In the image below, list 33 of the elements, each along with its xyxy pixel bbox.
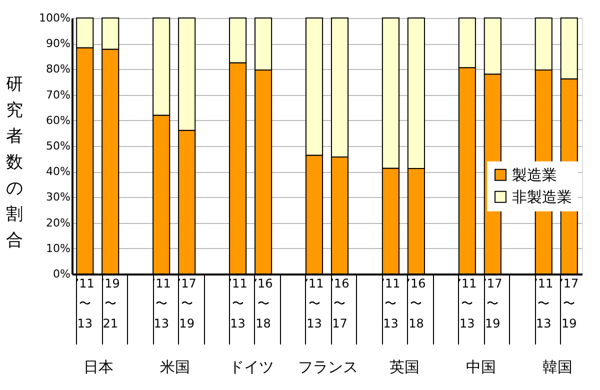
y-tick-label: 0% — [53, 268, 70, 280]
x-tick-label: ’16〜18 — [406, 276, 426, 330]
y-tick-label: 80% — [46, 62, 70, 76]
x-tick-label: ’17〜19 — [177, 276, 196, 330]
text: 韓国 — [542, 358, 572, 376]
y-tick-label: 90% — [46, 37, 70, 50]
text: 中国 — [466, 358, 496, 376]
x-tick-label: ’11〜13 — [534, 276, 554, 330]
x-tick-label: ’16〜18 — [254, 276, 273, 330]
x-tick-label: ’17〜19 — [483, 276, 502, 330]
legend-label: 製造業 — [512, 166, 557, 184]
y-tick-label: 20% — [46, 216, 70, 230]
y-tick-label: 10% — [46, 242, 70, 255]
x-tick-label: ’11〜13 — [381, 276, 400, 330]
y-tick-label: 100% — [39, 12, 70, 24]
y-tick-label: 50% — [46, 140, 70, 152]
x-tick-label: ’16〜17 — [330, 276, 350, 330]
y-tick-label: 60% — [46, 114, 70, 127]
y-axis-title: 研究者数の割合 — [6, 74, 23, 250]
x-tick-label: ’17〜19 — [560, 276, 579, 330]
x-tick-label: ’11〜13 — [228, 276, 248, 330]
y-tick-label: 40% — [46, 165, 70, 178]
y-tick-label: 70% — [46, 88, 70, 102]
text: 英国 — [389, 358, 420, 376]
x-tick-label: ’11〜13 — [304, 276, 324, 330]
x-tick-label: ’11〜13 — [75, 276, 94, 330]
text: ドイツ — [229, 358, 274, 376]
legend-label: 非製造業 — [512, 188, 572, 206]
x-tick-label: ’11〜13 — [458, 276, 477, 330]
text: 日本 — [84, 358, 114, 376]
text: 米国 — [160, 358, 190, 376]
y-tick-label: 30% — [46, 190, 70, 204]
text: フランス — [298, 358, 358, 376]
